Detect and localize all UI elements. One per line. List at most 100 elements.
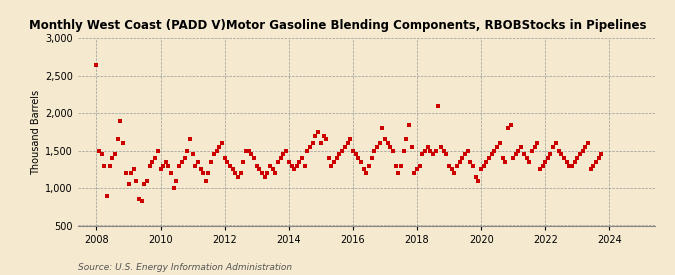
Point [481, 160, 492, 164]
Point [209, 152, 219, 157]
Point [323, 156, 334, 160]
Point [580, 145, 591, 149]
Point [227, 167, 238, 172]
Point [273, 160, 284, 164]
Point [310, 134, 321, 138]
Point [489, 148, 500, 153]
Point [465, 160, 476, 164]
Point [540, 160, 551, 164]
Point [414, 163, 425, 168]
Point [510, 152, 521, 157]
Point [583, 141, 593, 145]
Point [404, 122, 414, 127]
Point [163, 163, 174, 168]
Point [147, 160, 158, 164]
Point [235, 171, 246, 175]
Point [281, 148, 292, 153]
Point [417, 152, 428, 157]
Point [537, 163, 548, 168]
Point [556, 152, 566, 157]
Point [572, 156, 583, 160]
Point [107, 156, 117, 160]
Point [441, 152, 452, 157]
Point [574, 152, 585, 157]
Point [361, 171, 372, 175]
Point [222, 160, 233, 164]
Point [529, 145, 540, 149]
Point [443, 163, 454, 168]
Point [131, 178, 142, 183]
Point [275, 156, 286, 160]
Point [385, 145, 396, 149]
Point [171, 178, 182, 183]
Point [315, 141, 326, 145]
Point [179, 156, 190, 160]
Point [387, 148, 398, 153]
Point [491, 145, 502, 149]
Point [248, 156, 259, 160]
Point [136, 199, 147, 203]
Point [284, 160, 294, 164]
Point [187, 152, 198, 157]
Point [326, 163, 337, 168]
Point [412, 167, 423, 172]
Point [545, 152, 556, 157]
Point [182, 148, 192, 153]
Point [593, 156, 604, 160]
Point [564, 163, 574, 168]
Point [214, 145, 225, 149]
Point [425, 148, 435, 153]
Point [553, 148, 564, 153]
Point [190, 163, 200, 168]
Point [313, 130, 323, 134]
Point [398, 148, 409, 153]
Point [454, 160, 465, 164]
Point [473, 178, 484, 183]
Point [401, 137, 412, 142]
Point [476, 167, 487, 172]
Point [427, 152, 438, 157]
Point [115, 119, 126, 123]
Point [99, 163, 110, 168]
Point [238, 160, 249, 164]
Point [299, 163, 310, 168]
Point [254, 167, 265, 172]
Point [233, 175, 244, 179]
Point [470, 175, 481, 179]
Point [334, 152, 345, 157]
Point [532, 141, 543, 145]
Point [369, 148, 380, 153]
Point [550, 141, 561, 145]
Point [331, 156, 342, 160]
Point [265, 163, 275, 168]
Point [526, 148, 537, 153]
Point [329, 160, 340, 164]
Point [278, 152, 289, 157]
Point [206, 160, 217, 164]
Point [577, 148, 588, 153]
Point [270, 171, 281, 175]
Point [318, 134, 329, 138]
Point [422, 145, 433, 149]
Point [569, 160, 580, 164]
Point [468, 163, 479, 168]
Point [433, 104, 443, 108]
Point [251, 163, 262, 168]
Point [487, 152, 497, 157]
Point [105, 163, 115, 168]
Point [150, 156, 161, 160]
Point [243, 148, 254, 153]
Point [117, 141, 128, 145]
Point [217, 141, 227, 145]
Point [500, 160, 510, 164]
Point [484, 156, 495, 160]
Point [508, 156, 518, 160]
Point [256, 171, 267, 175]
Point [513, 148, 524, 153]
Point [460, 152, 470, 157]
Point [393, 171, 404, 175]
Y-axis label: Thousand Barrels: Thousand Barrels [31, 89, 40, 175]
Point [230, 171, 241, 175]
Point [267, 167, 278, 172]
Point [192, 160, 203, 164]
